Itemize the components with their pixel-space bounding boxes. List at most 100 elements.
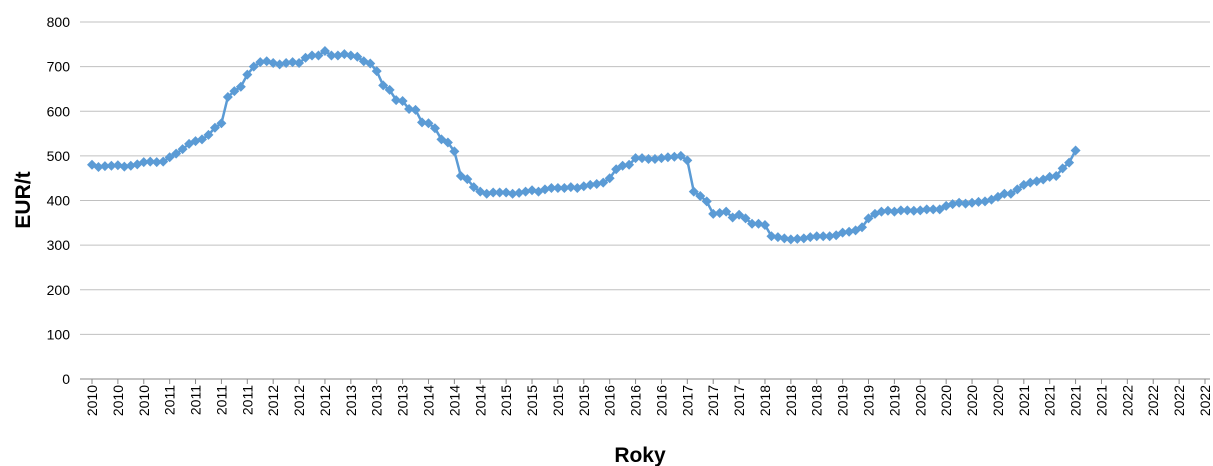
marker xyxy=(365,58,376,69)
marker xyxy=(1051,170,1062,181)
x-tick-label: 2014 xyxy=(446,385,462,416)
marker xyxy=(1025,177,1036,188)
marker xyxy=(442,137,453,148)
marker xyxy=(209,122,220,133)
x-tick-label: 2016 xyxy=(653,385,669,416)
x-tick-label: 2011 xyxy=(239,385,255,415)
x-axis-label: Roky xyxy=(614,444,666,466)
marker xyxy=(106,160,117,171)
marker xyxy=(397,95,408,106)
marker xyxy=(934,204,945,215)
marker xyxy=(721,206,732,217)
marker xyxy=(1057,163,1068,174)
marker xyxy=(921,204,932,215)
x-tick-label: 2010 xyxy=(110,385,126,416)
x-tick-label: 2016 xyxy=(628,385,644,416)
marker xyxy=(332,50,343,61)
marker xyxy=(882,205,893,216)
marker xyxy=(501,187,512,198)
marker xyxy=(798,233,809,244)
x-tick-label: 2011 xyxy=(162,385,178,415)
marker xyxy=(889,206,900,217)
marker xyxy=(423,118,434,129)
x-tick-label: 2022 xyxy=(1171,385,1187,416)
marker xyxy=(824,231,835,242)
marker xyxy=(908,205,919,216)
x-tick-label: 2017 xyxy=(705,385,721,416)
marker xyxy=(313,50,324,61)
marker xyxy=(255,57,266,68)
x-tick-label: 2022 xyxy=(1119,385,1135,416)
x-tick-label: 2015 xyxy=(550,385,566,416)
marker xyxy=(93,162,104,173)
marker xyxy=(158,156,169,167)
x-tick-label: 2017 xyxy=(679,385,695,416)
marker xyxy=(514,187,525,198)
x-tick-label: 2010 xyxy=(136,385,152,416)
y-tick-label: 100 xyxy=(47,326,71,342)
marker xyxy=(203,129,214,140)
x-tick-label: 2018 xyxy=(757,385,773,416)
marker xyxy=(164,152,175,163)
marker xyxy=(462,174,473,185)
x-tick-label: 2012 xyxy=(317,385,333,416)
marker xyxy=(565,182,576,193)
marker xyxy=(326,50,337,61)
marker xyxy=(378,80,389,91)
marker xyxy=(287,57,298,68)
marker xyxy=(404,104,415,115)
marker xyxy=(734,209,745,220)
x-tick-label: 2015 xyxy=(576,385,592,416)
x-tick-label: 2019 xyxy=(886,385,902,416)
marker xyxy=(1012,184,1023,195)
marker xyxy=(876,206,887,217)
marker xyxy=(145,156,156,167)
marker xyxy=(151,157,162,168)
marker xyxy=(125,160,136,171)
marker xyxy=(902,205,913,216)
marker xyxy=(449,146,460,157)
marker xyxy=(391,95,402,106)
marker xyxy=(928,204,939,215)
marker xyxy=(708,208,719,219)
marker xyxy=(507,188,518,199)
marker xyxy=(967,197,978,208)
marker xyxy=(294,58,305,69)
marker xyxy=(960,198,971,209)
marker xyxy=(494,187,505,198)
marker xyxy=(637,153,648,164)
marker xyxy=(662,152,673,163)
marker xyxy=(119,161,130,172)
marker xyxy=(216,118,227,129)
x-tick-label: 2021 xyxy=(1093,385,1109,416)
marker xyxy=(863,213,874,224)
marker xyxy=(611,164,622,175)
marker xyxy=(1044,171,1055,182)
marker xyxy=(229,86,240,97)
marker xyxy=(268,58,279,69)
y-tick-label: 800 xyxy=(47,14,71,30)
marker xyxy=(688,186,699,197)
marker xyxy=(429,123,440,134)
marker xyxy=(682,155,693,166)
marker xyxy=(99,161,110,172)
x-tick-label: 2018 xyxy=(809,385,825,416)
marker xyxy=(410,104,421,115)
marker xyxy=(177,144,188,155)
marker xyxy=(669,151,680,162)
marker xyxy=(857,222,868,233)
marker xyxy=(488,187,499,198)
marker xyxy=(630,153,641,164)
marker xyxy=(643,153,654,164)
marker xyxy=(319,46,330,57)
marker xyxy=(527,185,538,196)
marker xyxy=(675,150,686,161)
marker xyxy=(559,183,570,194)
marker xyxy=(805,232,816,243)
y-tick-label: 300 xyxy=(47,237,71,253)
x-tick-label: 2014 xyxy=(420,385,436,416)
marker xyxy=(585,179,596,190)
x-tick-label: 2021 xyxy=(1016,385,1032,416)
marker xyxy=(197,134,208,145)
marker xyxy=(371,66,382,77)
